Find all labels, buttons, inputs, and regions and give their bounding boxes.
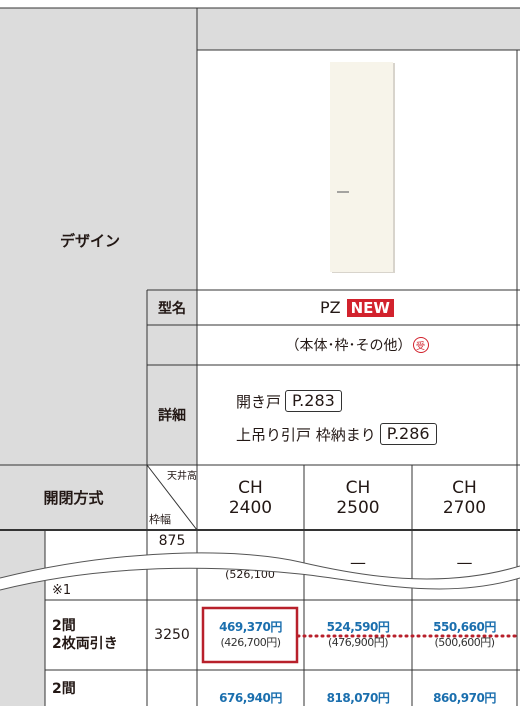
price-note-cell: （本体･枠･その他）受 — [197, 325, 517, 365]
method-line: 2間 — [52, 618, 76, 634]
method: 2間 2枚両引き — [52, 612, 147, 658]
door-image — [330, 62, 395, 273]
model-cell: PZ NEW — [197, 290, 517, 325]
price: 818,070円 — [326, 690, 390, 705]
model-label: 型名 — [158, 300, 186, 317]
detail-line: 上吊り引戸 枠納まり P.286 — [236, 421, 437, 447]
price: — — [456, 552, 473, 572]
highlight-box — [201, 606, 299, 664]
price: 550,660円 — [433, 620, 496, 634]
detail-text: 開き戸 — [236, 392, 282, 411]
top-band — [197, 8, 520, 50]
design-bg — [0, 8, 197, 465]
detail-line: 開き戸 P.283 — [236, 388, 342, 414]
price-cell: 524,590円 (476,900円) — [304, 600, 412, 670]
price: — — [350, 552, 366, 572]
method-line: 2枚両引き — [52, 636, 118, 652]
column-prefix: CH — [345, 477, 371, 498]
width-value: 3250 — [154, 627, 190, 643]
group-column — [0, 530, 45, 706]
column-header: CH 2700 — [412, 465, 517, 530]
column-height: 2700 — [442, 497, 487, 518]
column-height: 2400 — [228, 497, 273, 518]
price-ex-tax: (476,900円) — [327, 636, 389, 649]
price: 676,940円 — [219, 690, 282, 705]
detail-text: 上吊り引戸 枠納まり — [236, 425, 376, 444]
model: PZ — [320, 298, 341, 317]
price-ex-tax: (426,700円) — [220, 636, 281, 649]
detail-label: 詳細 — [158, 408, 186, 424]
cut-wave-edge — [0, 552, 520, 580]
price: 524,590円 — [326, 620, 390, 634]
cut-wave-edge — [0, 567, 520, 591]
width-label: 枠幅 — [149, 513, 171, 526]
column-header: CH 2400 — [197, 465, 304, 530]
column-header: CH 2500 — [304, 465, 412, 530]
design-label: デザイン — [59, 231, 120, 250]
price-ex-tax: (500,600円) — [434, 636, 495, 649]
new-badge: NEW — [346, 298, 394, 317]
price-cell: 550,660円 (500,600円) — [412, 600, 517, 670]
width-value: 875 — [158, 533, 186, 549]
price: 860,970円 — [433, 690, 496, 705]
diagonal — [146, 464, 198, 531]
page-ref[interactable]: P.286 — [379, 423, 437, 445]
ceiling-label: 天井高 — [167, 470, 197, 482]
column-height: 2500 — [336, 497, 380, 518]
method: 2間 — [52, 681, 76, 697]
row-note: ※1 — [52, 582, 72, 598]
door — [330, 62, 393, 272]
price-note: （本体･枠･その他） — [285, 338, 412, 354]
price-cell: 469,370円 (426,700円) — [197, 600, 304, 670]
price-note-mark: 受 — [412, 337, 429, 353]
cut-wave — [0, 552, 520, 590]
price: 469,370円 — [219, 620, 282, 634]
page-ref[interactable]: P.283 — [285, 390, 342, 412]
column-prefix: CH — [238, 477, 263, 498]
column-prefix: CH — [452, 477, 477, 498]
method-label: 開閉方式 — [0, 465, 147, 530]
